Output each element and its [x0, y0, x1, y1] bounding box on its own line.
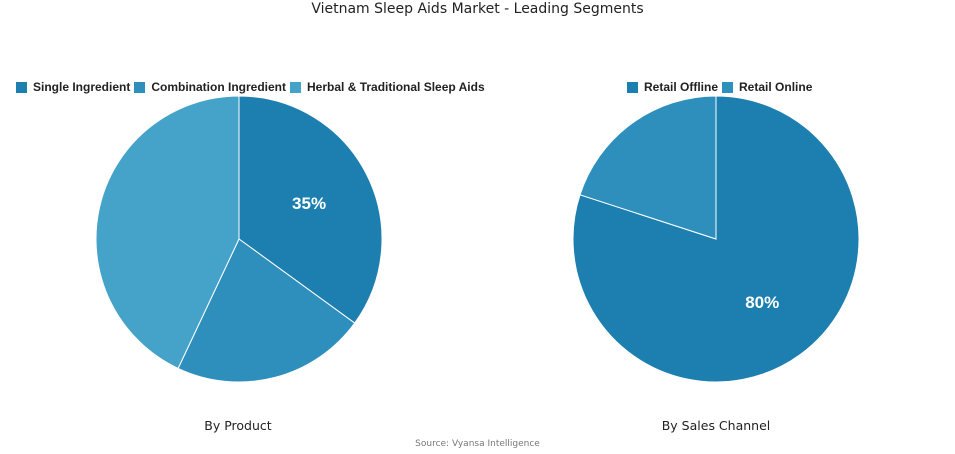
legend-label: Single Ingredient — [33, 80, 131, 94]
legend-label: Herbal & Traditional Sleep Aids — [307, 80, 485, 94]
data-label-single-ingredient: 35% — [292, 194, 326, 213]
legend-by-product: Single Ingredient Combination Ingredient… — [16, 79, 489, 95]
legend-label: Combination Ingredient — [151, 80, 287, 94]
legend-swatch — [627, 81, 638, 93]
legend-item-retail-online[interactable]: Retail Online — [722, 80, 812, 94]
legend-item-combination-ingredient[interactable]: Combination Ingredient — [134, 80, 286, 94]
legend-by-sales-channel: Retail Offline Retail Online — [627, 79, 816, 95]
legend-swatch — [722, 81, 734, 93]
pie-by-product: 35% — [95, 95, 383, 383]
chart-title: Vietnam Sleep Aids Market - Leading Segm… — [311, 1, 644, 17]
legend-item-herbal-traditional[interactable]: Herbal & Traditional Sleep Aids — [290, 80, 485, 94]
pie-slice-single-ingredient[interactable] — [238, 95, 383, 324]
pie-slice-herbal-traditional-sleep-aids[interactable] — [95, 95, 240, 370]
pie-title-by-sales-channel: By Sales Channel — [661, 418, 771, 433]
legend-item-retail-offline[interactable]: Retail Offline — [627, 80, 718, 94]
legend-swatch — [290, 81, 302, 93]
legend-swatch — [134, 81, 146, 93]
pie-slice-retail-online[interactable] — [579, 95, 717, 240]
data-label-retail-offline: 80% — [745, 293, 779, 312]
pie-by-sales-channel: 80% — [572, 95, 860, 383]
legend-label: Retail Online — [739, 80, 813, 94]
legend-label: Retail Offline — [644, 80, 719, 94]
legend-swatch — [16, 81, 27, 93]
legend-item-single-ingredient[interactable]: Single Ingredient — [16, 80, 130, 94]
pie-title-by-product: By Product — [204, 418, 272, 433]
source-note: Source: Vyansa Intelligence — [415, 439, 540, 449]
